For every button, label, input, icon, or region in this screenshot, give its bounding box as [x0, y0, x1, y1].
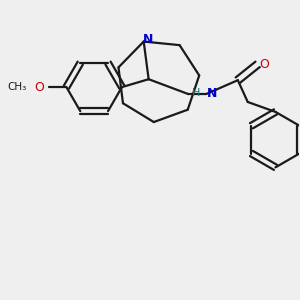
Text: O: O	[34, 81, 43, 94]
Text: O: O	[260, 58, 269, 71]
Text: N: N	[142, 33, 153, 46]
Text: CH₃: CH₃	[8, 82, 27, 92]
Text: N: N	[207, 87, 217, 100]
Text: H: H	[192, 88, 200, 98]
